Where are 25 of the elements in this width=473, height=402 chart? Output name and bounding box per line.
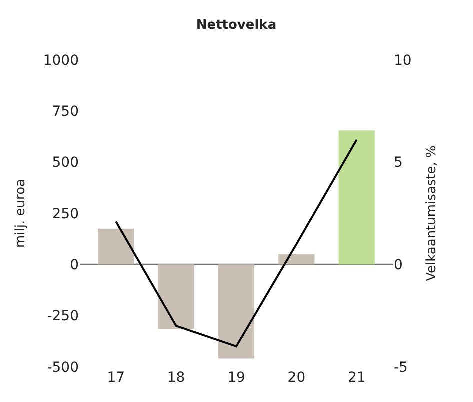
bar [278,254,315,265]
x-tick-label: 17 [107,370,126,386]
y2-tick-label: 0 [394,258,403,274]
y-tick-label: 250 [52,206,79,222]
chart-title: Nettovelka [196,18,277,34]
bar [158,264,194,330]
y-axis-title: milj. euroa [13,179,28,248]
y2-tick-label: -5 [394,360,408,376]
y-tick-label: 750 [52,104,79,120]
y-tick-label: -250 [47,308,79,325]
x-tick-label: 19 [228,370,246,386]
y2-tick-label: 5 [394,155,403,172]
x-tick-label: 20 [288,370,306,386]
y-tick-label: 1000 [43,52,79,69]
x-tick-label: 18 [167,370,186,386]
bar [338,130,375,265]
bar [218,264,255,359]
y2-tick-label: 10 [394,52,412,69]
y-tick-label: 500 [52,155,79,172]
line-series [115,138,358,348]
y-tick-label: 0 [70,258,79,274]
y2-axis-title: Velkaantumisaste, % [424,146,440,282]
bar [98,228,134,265]
y-tick-label: -500 [47,360,79,376]
x-tick-label: 21 [348,370,366,386]
